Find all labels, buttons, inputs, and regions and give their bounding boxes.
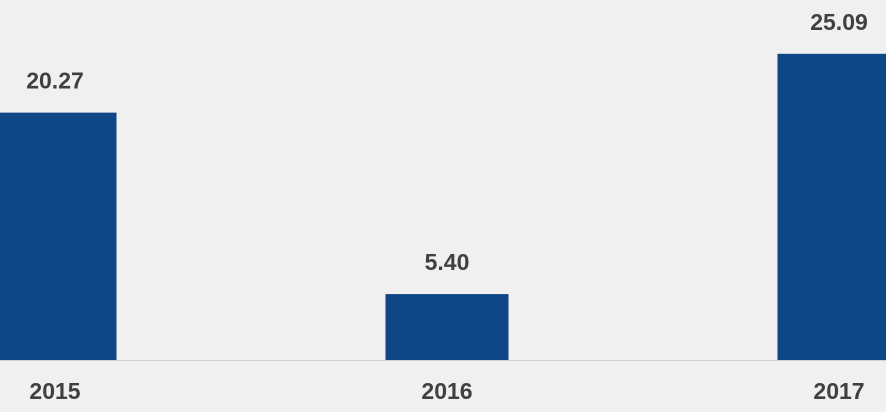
bar xyxy=(777,53,886,360)
value-label: 25.09 xyxy=(810,9,868,35)
value-label: 5.40 xyxy=(425,249,470,275)
bar xyxy=(385,294,509,360)
x-tick-label: 2017 xyxy=(813,378,864,404)
x-tick-label: 2016 xyxy=(421,378,472,404)
bar xyxy=(0,112,117,360)
x-tick-label: 2015 xyxy=(29,378,80,404)
value-label: 20.27 xyxy=(26,68,84,94)
